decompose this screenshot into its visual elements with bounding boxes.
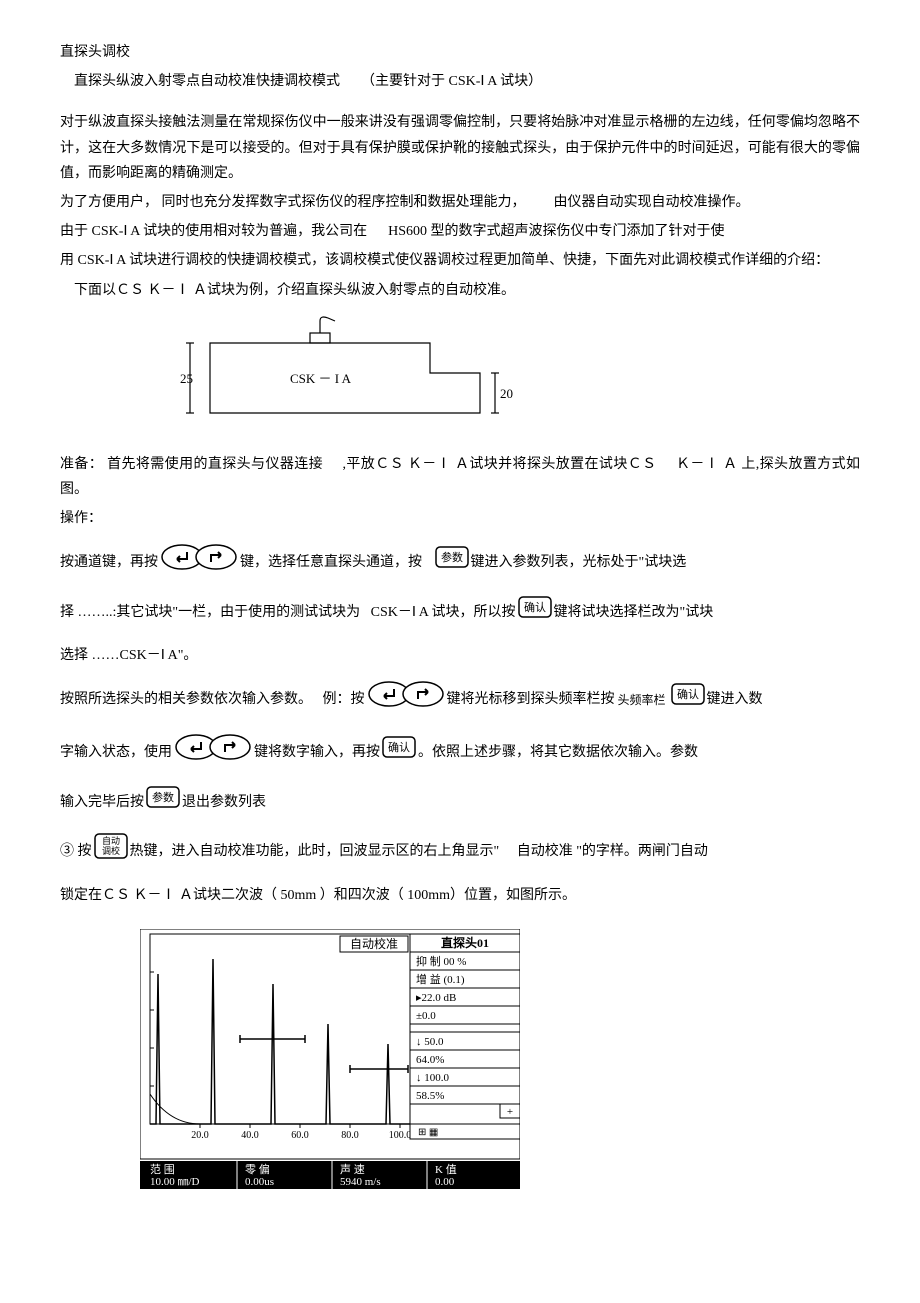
svg-text:抑 制 00 %: 抑 制 00 %: [416, 954, 466, 968]
l2b: CSK－Ⅰ A 试块，所以按: [371, 598, 516, 629]
page-subtitle: 直探头纵波入射零点自动校准快捷调校模式 （主要针对于 CSK-Ⅰ A 试块）: [60, 69, 860, 94]
l3a: 按照所选探头的相关参数依次输入参数。: [60, 685, 312, 716]
svg-text:K 值: K 值: [435, 1163, 457, 1176]
svg-text:↓ 100.0: ↓ 100.0: [416, 1072, 450, 1084]
svg-text:+: +: [507, 1106, 513, 1118]
dim-right: 20: [500, 386, 513, 401]
arrow-keys-icon: [160, 543, 238, 584]
svg-text:0.00: 0.00: [435, 1176, 455, 1188]
l6a: ③ 按: [60, 837, 92, 868]
l6c: 自动校准 "的字样。两闸门自动: [517, 837, 708, 868]
confirm-button-icon: 确认: [382, 736, 416, 771]
svg-text:60.0: 60.0: [291, 1130, 309, 1141]
l2a: 择 ……..:其它试块"一栏，由于使用的测试试块为: [60, 598, 360, 629]
intro-p5: 下面以ＣＳ Ｋ－Ⅰ Ａ试块为例，介绍直探头纵波入射零点的自动校准。: [60, 278, 860, 303]
svg-text:自动校准: 自动校准: [350, 936, 398, 951]
ops-line2: 择 ……..:其它试块"一栏，由于使用的测试试块为 CSK－Ⅰ A 试块，所以按…: [60, 596, 860, 631]
svg-text:±0.0: ±0.0: [416, 1010, 436, 1022]
l6b: 热键，进入自动校准功能，此时，回波显示区的右上角显示": [130, 837, 500, 868]
l3b: 例：按: [323, 685, 365, 716]
svg-text:范 围: 范 围: [150, 1162, 175, 1176]
l4c: 。依照上述步骤，将其它数据依次输入。参数: [418, 738, 698, 769]
confirm-button-icon: 确认: [671, 683, 705, 718]
param-button-icon: 参数: [435, 546, 469, 581]
svg-text:确认: 确认: [524, 601, 546, 614]
svg-text:⊞ ▦: ⊞ ▦: [418, 1127, 438, 1138]
prep-a: 首先将需使用的直探头与仪器连接: [107, 457, 323, 472]
l5b: 退出参数列表: [182, 788, 266, 819]
intro-p2a: 为了方便用户， 同时也充分发挥数字式探伤仪的程序控制和数据处理能力，: [60, 195, 526, 210]
l1c: 键进入参数列表，光标处于"试块选: [471, 548, 687, 579]
ops-line3: 按照所选探头的相关参数依次输入参数。 例：按 键将光标移到探头频率栏按 头频率栏…: [60, 680, 860, 721]
svg-text:10.00 ㎜/D: 10.00 ㎜/D: [150, 1176, 200, 1188]
intro-p2: 为了方便用户， 同时也充分发挥数字式探伤仪的程序控制和数据处理能力， 由仪器自动…: [60, 190, 860, 215]
svg-text:5940 m/s: 5940 m/s: [340, 1176, 381, 1188]
svg-text:声 速: 声 速: [340, 1162, 365, 1176]
ops-label: 操作：: [60, 506, 860, 531]
echo-chart: 自动校准 20.0 40.0 60.0 80.0 100.0 直探头01 抑 制 00 % 增 …: [140, 929, 860, 1198]
ops-line1: 按通道键，再按 键，选择任意直探头通道，按 参数 键进入参数列表，光标处于"试块…: [60, 543, 860, 584]
l5a: 输入完毕后按: [60, 788, 144, 819]
ops-line6: ③ 按 自动调校 热键，进入自动校准功能，此时，回波显示区的右上角显示" 自动校…: [60, 833, 860, 872]
intro-p3a: 由于 CSK-Ⅰ A 试块的使用相对较为普遍，我公司在: [60, 224, 367, 239]
svg-text:↓ 50.0: ↓ 50.0: [416, 1036, 444, 1048]
intro-p4: 用 CSK-Ⅰ A 试块进行调校的快捷调校模式，该调校模式使仪器调校过程更加简单…: [60, 248, 860, 273]
dim-left: 25: [180, 371, 193, 386]
prep-line: 准备： 首先将需使用的直探头与仪器连接 ,平放ＣＳ Ｋ－Ⅰ Ａ试块并将探头放置在…: [60, 452, 860, 502]
svg-text:增 益 (0.1): 增 益 (0.1): [416, 972, 465, 986]
prep-b: ,平放ＣＳ Ｋ－Ⅰ Ａ试块并将探头放置在试块ＣＳ: [343, 457, 657, 472]
prep-label: 准备：: [60, 457, 103, 472]
page-title: 直探头调校: [60, 40, 860, 65]
arrow-keys-icon: [174, 733, 252, 774]
svg-text:直探头01: 直探头01: [441, 935, 489, 950]
ops-line5: 输入完毕后按 参数 退出参数列表: [60, 786, 860, 821]
l4a: 字输入状态，使用: [60, 738, 172, 769]
svg-text:▸22.0 dB: ▸22.0 dB: [416, 992, 456, 1004]
svg-text:参数: 参数: [441, 550, 463, 564]
svg-text:确认: 确认: [388, 741, 410, 754]
svg-text:80.0: 80.0: [341, 1130, 359, 1141]
l4b: 键将数字输入，再按: [254, 738, 380, 769]
intro-p3: 由于 CSK-Ⅰ A 试块的使用相对较为普遍，我公司在 HS600 型的数字式超…: [60, 219, 860, 244]
svg-text:零 偏: 零 偏: [245, 1162, 270, 1176]
l1b: 键，选择任意直探头通道，按: [240, 548, 422, 579]
intro-p3b: HS600 型的数字式超声波探伤仪中专门添加了针对于使: [388, 224, 724, 239]
intro-p2b: 由仪器自动实现自动校准操作。: [554, 195, 750, 210]
l3d: 键进入数: [707, 685, 763, 716]
svg-text:100.0: 100.0: [389, 1130, 412, 1141]
csk-block-diagram: 25 CSK － I A 20: [180, 313, 860, 442]
svg-text:自动: 自动: [101, 835, 119, 846]
svg-text:20.0: 20.0: [191, 1130, 209, 1141]
ops-line7: 锁定在ＣＳ Ｋ－Ⅰ Ａ试块二次波（ 50mm ）和四次波（ 100mm）位置，如…: [60, 883, 860, 908]
param-button-icon: 参数: [146, 786, 180, 821]
ops-line2d: 选择 ……CSK－Ⅰ A"。: [60, 643, 860, 668]
l3c: 键将光标移到探头频率栏按: [447, 685, 615, 716]
subtitle-note: （主要针对于 CSK-Ⅰ A 试块）: [361, 74, 542, 89]
ops-line4: 字输入状态，使用 键将数字输入，再按 确认 。依照上述步骤，将其它数据依次输入。…: [60, 733, 860, 774]
svg-text:64.0%: 64.0%: [416, 1054, 444, 1066]
freq-box-label: 头频率栏: [615, 687, 669, 713]
confirm-button-icon: 确认: [518, 596, 552, 631]
subtitle-main: 直探头纵波入射零点自动校准快捷调校模式: [74, 74, 340, 89]
svg-text:参数: 参数: [152, 790, 174, 804]
svg-text:确认: 确认: [677, 688, 699, 701]
auto-cal-button-icon: 自动调校: [94, 833, 128, 872]
l1a: 按通道键，再按: [60, 548, 158, 579]
arrow-keys-icon: [367, 680, 445, 721]
svg-text:0.00us: 0.00us: [245, 1176, 274, 1188]
svg-text:调校: 调校: [101, 845, 119, 856]
svg-text:40.0: 40.0: [241, 1130, 259, 1141]
block-label: CSK － I A: [290, 371, 352, 386]
svg-text:58.5%: 58.5%: [416, 1090, 444, 1102]
l2c: 键将试块选择栏改为"试块: [554, 598, 714, 629]
intro-p1: 对于纵波直探头接触法测量在常规探伤仪中一般来讲没有强调零偏控制，只要将始脉冲对准…: [60, 110, 860, 186]
